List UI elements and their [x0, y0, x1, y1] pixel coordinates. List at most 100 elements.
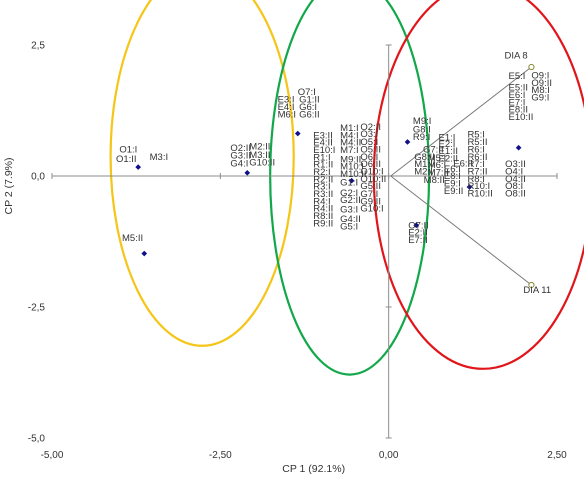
point-label: E2:II — [438, 153, 458, 164]
data-point — [404, 139, 411, 145]
vector-line — [390, 66, 532, 177]
point-label: O3:II — [505, 159, 526, 170]
point-label: E2:I — [438, 139, 455, 150]
vector-line — [390, 175, 532, 286]
point-label: M9:I — [413, 116, 431, 127]
point-label: M10:I — [340, 162, 364, 173]
point-label: M2:I — [414, 166, 432, 177]
point-label: M6:I — [278, 109, 296, 120]
point-label: E1:I — [438, 132, 455, 143]
point-label: G4:II — [340, 214, 361, 225]
point-label: G6:I — [299, 102, 317, 113]
x-tick-label: 2,50 — [547, 450, 567, 461]
point-label: O8:II — [505, 188, 526, 199]
point-label: G10:II — [249, 158, 275, 169]
point-label: M3:I — [150, 152, 168, 163]
data-point — [413, 222, 420, 229]
point-label: E4:II — [313, 138, 333, 149]
point-label: R2:I — [313, 167, 330, 178]
point-label: E5:II — [509, 83, 529, 94]
data-point — [135, 164, 142, 170]
point-label: G1:II — [299, 95, 320, 106]
point-label: M8:I — [531, 85, 549, 96]
point-label: G3:I — [340, 205, 358, 216]
point-label: E3:II — [313, 130, 333, 141]
data-point — [244, 170, 251, 176]
point-label: G8:II — [414, 152, 435, 163]
point-label: O6:I — [360, 152, 378, 163]
point-label: E6:I — [444, 164, 461, 175]
point-label: G9:I — [531, 93, 549, 104]
point-label: M4:II — [340, 138, 361, 149]
point-label: E8:I — [444, 171, 461, 182]
point-label: G2:I — [340, 188, 358, 199]
point-label: O5:II — [360, 144, 381, 155]
point-label: M5:II — [122, 233, 143, 244]
y-axis-title: CP 2 (7.9%) — [3, 158, 15, 215]
tick-labels: -5,00 -2,50 0,00 2,50 2,5 0,0 -2,5 -5,0 — [28, 41, 567, 462]
point-label: R9:I — [413, 132, 430, 143]
point-label: E7:II — [408, 235, 428, 246]
point-label: O10:II — [360, 174, 386, 185]
data-point — [294, 130, 301, 137]
y-tick-label: -5,0 — [28, 434, 46, 445]
point-label: R10:I — [467, 181, 490, 192]
point-label: G10:I — [360, 204, 383, 215]
point-label: G2:II — [340, 195, 361, 206]
point-label: E10:II — [509, 112, 534, 123]
point-label: E9:I — [444, 178, 461, 189]
point-label: O10:I — [360, 166, 383, 177]
axes — [51, 44, 558, 439]
vector-label: DIA 11 — [523, 285, 551, 296]
point-label: O9:I — [531, 71, 549, 82]
point-label: R1:I — [313, 152, 330, 163]
point-label: R3:II — [313, 189, 333, 200]
point-label: R5:I — [467, 130, 484, 141]
point-label: G9:II — [360, 196, 381, 207]
point-label: E2:II — [408, 228, 428, 239]
point-label: M2:II — [249, 141, 270, 152]
point-label: O8:I — [505, 181, 523, 192]
point-label: E9:II — [444, 186, 464, 197]
x-axis-title: CP 1 (92.1%) — [282, 463, 345, 475]
point-label: O4:II — [505, 174, 526, 185]
point-label: M5:I — [428, 153, 446, 164]
point-label: M8:II — [424, 175, 445, 186]
point-label: R8:I — [467, 174, 484, 185]
point-label: G5:II — [360, 181, 381, 192]
data-point — [348, 177, 355, 184]
point-label: E8:II — [509, 105, 529, 116]
point-label: M7:I — [340, 145, 358, 156]
point-label: M7:II — [428, 167, 449, 178]
vector-endpoint — [528, 281, 535, 289]
point-label: M10:II — [340, 169, 366, 180]
point-label: E3:I — [278, 95, 295, 106]
point-label: O3:I — [360, 129, 378, 140]
y-tick-label: 0,0 — [31, 172, 45, 183]
loading-vectors — [390, 63, 535, 289]
point-label: G5:I — [340, 221, 358, 232]
point-label: R7:II — [467, 166, 487, 177]
point-label: M4:I — [340, 130, 358, 141]
point-label: O1:II — [116, 154, 137, 165]
point-label: O2:II — [230, 143, 251, 154]
score-points — [135, 130, 522, 257]
point-label: G8:I — [413, 125, 431, 136]
point-label: R2:II — [313, 174, 333, 185]
point-label: M3:II — [249, 150, 270, 161]
y-tick-label: 2,5 — [31, 41, 45, 52]
point-label: R1:II — [313, 160, 333, 171]
point-label: R6:II — [467, 152, 487, 163]
point-label: M1:I — [340, 123, 358, 134]
point-label: M9:II — [340, 154, 361, 165]
point-label: O7:I — [298, 87, 316, 98]
vector-label: DIA 8 — [504, 51, 527, 62]
point-label: R4:I — [313, 196, 330, 207]
y-tick-label: -2,5 — [28, 303, 46, 314]
point-label: G3:II — [230, 151, 251, 162]
point-label: G7:II — [423, 144, 444, 155]
ellipse-yellow — [109, 0, 295, 347]
point-label: R10:II — [467, 188, 492, 199]
point-label: E6:I — [509, 90, 526, 101]
